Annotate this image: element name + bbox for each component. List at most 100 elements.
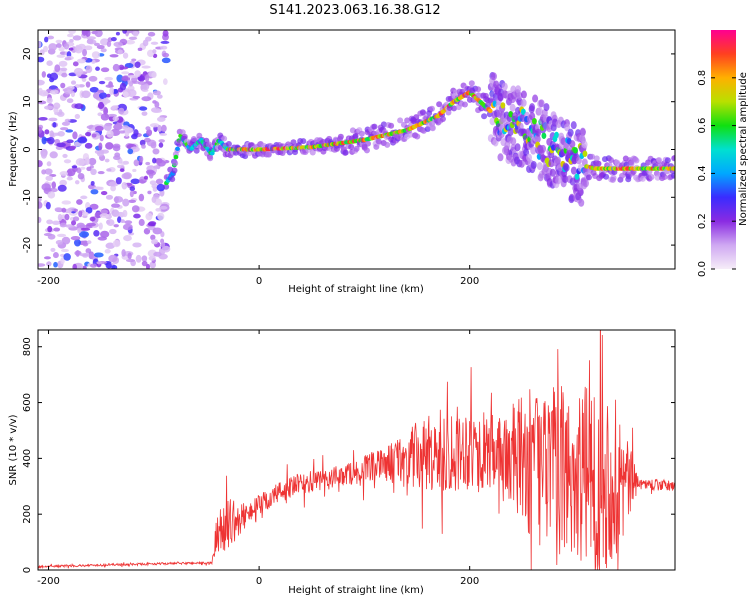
noise-blob — [38, 160, 43, 168]
ridge-halo-blob — [428, 105, 435, 112]
noise-blob — [86, 36, 97, 40]
noise-blob — [84, 142, 93, 149]
noise-blob — [111, 203, 121, 208]
bottom-x-tick-label: 0 — [256, 576, 262, 587]
noise-blob — [152, 148, 160, 155]
colorbar-tick-label: 0.4 — [697, 165, 708, 181]
ridge-halo-blob — [563, 163, 570, 172]
ridge-halo-blob — [607, 156, 614, 163]
noise-blob — [121, 181, 128, 190]
noise-blob — [125, 39, 136, 45]
noise-blob — [113, 155, 121, 161]
ridge-blobs — [163, 72, 675, 207]
noise-blob — [76, 167, 82, 174]
ridge-halo-blob — [575, 156, 582, 165]
noise-blob — [112, 145, 121, 152]
noise-blob — [126, 79, 132, 85]
noise-blob — [142, 83, 150, 91]
noise-blob — [134, 70, 141, 78]
noise-blob — [108, 81, 113, 88]
noise-blob — [78, 210, 83, 218]
noise-blob — [145, 161, 151, 166]
ridge-halo-blob — [567, 128, 574, 137]
ridge-core-blob — [582, 150, 588, 157]
noise-blob — [100, 209, 108, 215]
noise-blob — [137, 81, 147, 85]
noise-blob — [122, 30, 127, 34]
ridge-halo-blob — [163, 183, 170, 190]
noise-blob — [64, 57, 72, 61]
noise-blob — [86, 222, 96, 227]
noise-blob — [131, 133, 138, 140]
ridge-halo-blob — [589, 153, 596, 160]
ridge-halo-blob — [172, 160, 179, 167]
noise-blob — [151, 196, 157, 204]
noise-blob — [156, 116, 166, 122]
noise-blob — [122, 209, 128, 218]
bottom-y-tick-label: 600 — [22, 393, 33, 412]
noise-blob — [152, 227, 163, 235]
noise-blob — [99, 186, 104, 191]
ridge-halo-blob — [535, 128, 542, 137]
noise-blob — [113, 224, 119, 228]
noise-blob — [155, 207, 162, 212]
snr-panel: -200 0 200 0 200 400 600 800 Height of straigh… — [8, 329, 676, 596]
ridge-halo-blob — [179, 129, 186, 136]
noise-blob — [38, 56, 45, 63]
noise-blob — [97, 171, 105, 175]
ridge-halo-blob — [543, 103, 550, 112]
noise-blob — [137, 47, 143, 51]
noise-blob — [49, 130, 55, 139]
ridge-halo-blob — [348, 143, 355, 150]
noise-blob — [106, 219, 115, 226]
ridge-halo-blob — [221, 135, 228, 142]
noise-blob — [63, 43, 70, 50]
ridge-halo-blob — [489, 117, 496, 126]
noise-blob — [158, 139, 165, 143]
ridge-halo-blob — [664, 157, 671, 164]
noise-blob — [159, 132, 168, 136]
noise-blob — [88, 157, 97, 166]
ridge-halo-blob — [309, 149, 316, 156]
ridge-halo-blob — [570, 166, 577, 175]
noise-blob — [38, 201, 43, 209]
ridge-halo-blob — [530, 146, 537, 155]
ridge-halo-blob — [514, 143, 521, 152]
noise-blob — [81, 30, 90, 35]
noise-blob — [105, 142, 114, 150]
noise-blob — [126, 89, 137, 98]
noise-blob — [117, 216, 122, 223]
ridge-halo-blob — [555, 176, 562, 185]
noise-blob — [116, 74, 124, 83]
noise-blob — [148, 255, 156, 261]
noise-blob — [146, 129, 153, 137]
ridge-halo-blob — [414, 133, 421, 140]
ridge-halo-blob — [581, 140, 588, 149]
ridge-halo-blob — [501, 82, 508, 91]
ridge-halo-blob — [397, 117, 404, 124]
noise-blob — [43, 45, 48, 53]
noise-blob — [66, 98, 74, 104]
noise-blob — [132, 31, 139, 37]
ridge-halo-blob — [585, 174, 592, 181]
noise-blob — [119, 66, 129, 70]
noise-blob — [77, 172, 85, 180]
noise-blob — [51, 181, 57, 189]
noise-blob — [122, 198, 130, 207]
noise-blob — [45, 201, 51, 210]
noise-blob — [90, 189, 99, 195]
noise-blob — [66, 168, 76, 177]
noise-blob — [131, 58, 137, 62]
noise-blob — [132, 168, 137, 173]
noise-blob — [144, 74, 150, 83]
noise-blob — [152, 90, 161, 96]
noise-blob — [109, 87, 115, 95]
noise-blob — [81, 90, 91, 99]
noise-blob — [122, 160, 129, 165]
ridge-core-blob — [573, 147, 578, 154]
noise-blob — [73, 208, 78, 212]
noise-blob — [98, 142, 103, 151]
noise-blob — [62, 153, 68, 158]
noise-blob — [94, 125, 104, 132]
noise-blob — [141, 96, 152, 102]
